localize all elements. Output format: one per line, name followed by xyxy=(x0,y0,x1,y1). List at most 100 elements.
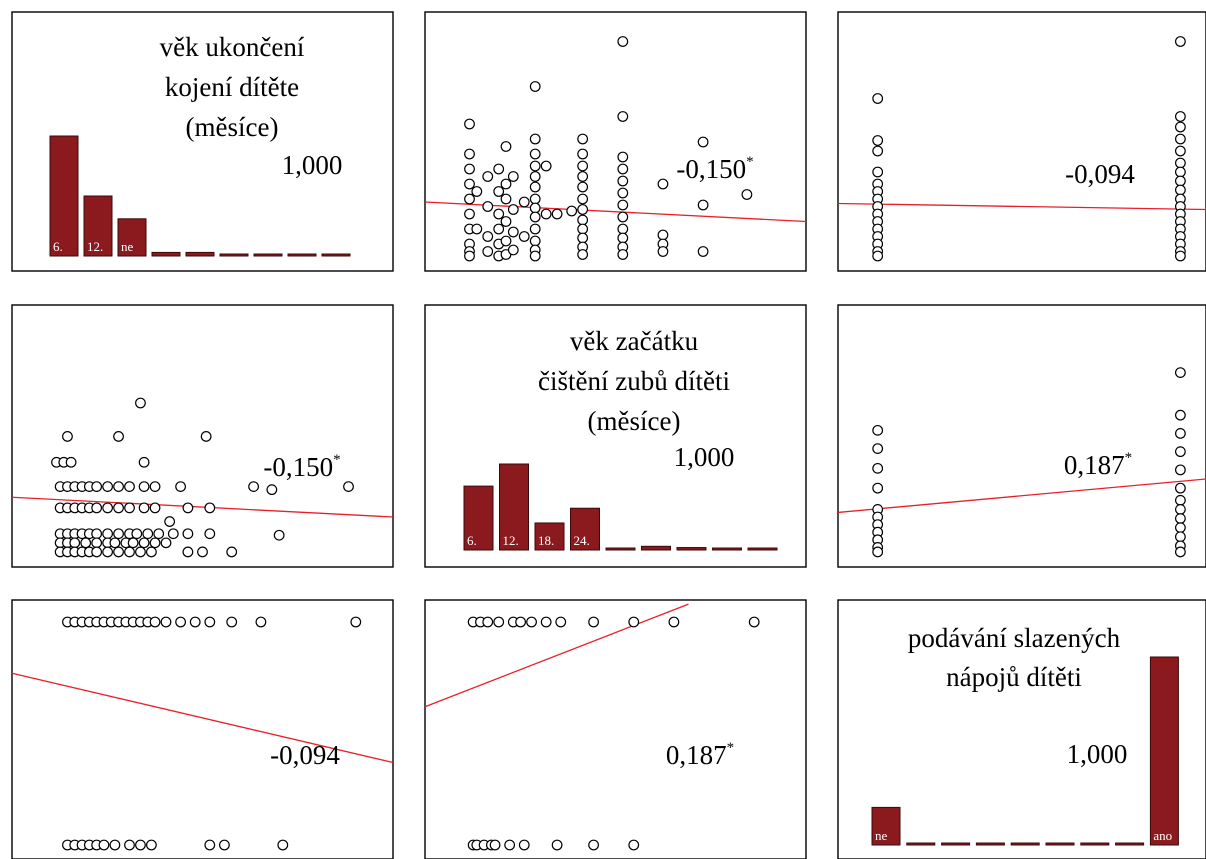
scatter-point xyxy=(350,616,362,628)
scatter-point xyxy=(102,502,113,514)
bar-label: 6. xyxy=(53,239,63,254)
histogram-bar xyxy=(747,547,778,551)
scatter-point xyxy=(145,839,157,851)
scatter-point xyxy=(1174,428,1186,439)
histogram-bar xyxy=(1010,842,1040,846)
scatter-point xyxy=(255,616,267,628)
scatter-point xyxy=(507,171,519,182)
scatter-point xyxy=(160,616,172,628)
scatter-point xyxy=(138,481,150,493)
scatter-point xyxy=(529,193,541,205)
scatter-point xyxy=(551,839,563,851)
histogram-bar xyxy=(1149,656,1179,846)
scatter-point xyxy=(1174,111,1186,122)
scatter-point xyxy=(91,546,103,558)
scatter-point xyxy=(138,537,150,549)
correlation-coefficient: 1,000 xyxy=(674,442,735,472)
scatter-point xyxy=(500,193,512,205)
scatter-point xyxy=(1174,367,1186,379)
scatter-point xyxy=(617,232,629,244)
scatter-point xyxy=(872,546,884,558)
scatter-point xyxy=(617,223,629,235)
regression-line xyxy=(11,496,394,518)
histogram-bar xyxy=(1080,842,1110,846)
histogram-bar xyxy=(534,522,565,551)
scatter-point xyxy=(153,528,165,540)
scatter-point xyxy=(113,431,124,442)
panel-frame xyxy=(11,304,394,568)
scatter-point xyxy=(1174,409,1186,421)
scatter-point xyxy=(109,537,121,549)
scatter-point xyxy=(668,616,680,628)
scatter-point xyxy=(145,546,157,558)
scatter-point xyxy=(464,118,475,130)
scatter-point xyxy=(167,528,179,540)
histogram-bar xyxy=(1045,842,1075,846)
scatter-point xyxy=(1174,184,1186,196)
scatter-point xyxy=(493,163,505,175)
panel-1-1: věk začátku čištění zubů dítěti (měsíce) 6.… xyxy=(424,304,807,568)
scatter-point xyxy=(482,246,494,257)
scatter-point xyxy=(1174,513,1186,524)
scatter-point xyxy=(540,616,552,628)
scatter-point xyxy=(266,484,278,496)
scatter-point xyxy=(872,443,884,455)
variable-title-line: podávání slazených xyxy=(908,623,1121,653)
scatter-point xyxy=(551,208,563,220)
scatter-point xyxy=(273,529,285,541)
scatter-point xyxy=(529,250,541,262)
scatter-point xyxy=(464,208,475,220)
scatter-point xyxy=(872,93,884,104)
correlation-coefficient: -0,150* xyxy=(263,452,340,482)
panel-frame xyxy=(837,304,1206,568)
scatter-point xyxy=(65,456,77,468)
scatter-point xyxy=(577,214,589,226)
scatter-point xyxy=(617,249,629,260)
scatter-point xyxy=(343,481,354,493)
scatter-point xyxy=(741,189,753,200)
histogram-bar xyxy=(185,251,215,257)
scatter-point xyxy=(507,244,519,256)
scatter-point xyxy=(493,616,505,628)
scatter-point xyxy=(529,148,541,160)
scatter-point xyxy=(555,616,567,628)
scatter-point xyxy=(540,160,552,172)
scatter-point xyxy=(149,616,161,628)
scatter-point xyxy=(617,211,629,223)
scatter-point xyxy=(142,528,154,540)
scatter-point xyxy=(657,178,669,190)
scatter-point xyxy=(131,528,143,540)
scatter-point xyxy=(189,616,201,628)
scatter-point xyxy=(482,201,494,212)
scatter-point xyxy=(204,616,216,628)
histogram-bar xyxy=(975,842,1005,846)
scatter-point xyxy=(464,193,475,205)
panel-frame xyxy=(424,599,807,859)
correlation-coefficient: 0,187* xyxy=(1064,450,1132,480)
scatter-point xyxy=(197,546,208,558)
bar-label: 12. xyxy=(87,239,103,254)
scatter-point xyxy=(617,163,629,175)
scatter-point xyxy=(493,208,505,220)
bar-label: ano xyxy=(1153,828,1172,843)
scatter-point xyxy=(175,481,187,493)
scatter-point xyxy=(518,231,530,242)
histogram-bar xyxy=(49,135,79,257)
scatter-point xyxy=(529,223,541,235)
panel-frame xyxy=(424,304,807,568)
variable-title-line: věk začátku xyxy=(570,326,699,356)
scatter-point xyxy=(175,616,187,628)
correlation-coefficient: -0,094 xyxy=(1065,159,1135,189)
scatter-point xyxy=(529,81,541,92)
panel-0-1: -0,150* xyxy=(424,11,807,272)
histogram-bar xyxy=(151,251,181,257)
scatter-point xyxy=(529,171,541,182)
scatter-point xyxy=(1174,121,1186,133)
scatter-point xyxy=(182,546,194,558)
scatter-point xyxy=(526,616,537,628)
scatter-point xyxy=(577,160,589,172)
bar-label: 12. xyxy=(503,533,519,548)
scatter-point xyxy=(98,839,110,851)
scatter-point xyxy=(529,160,541,172)
